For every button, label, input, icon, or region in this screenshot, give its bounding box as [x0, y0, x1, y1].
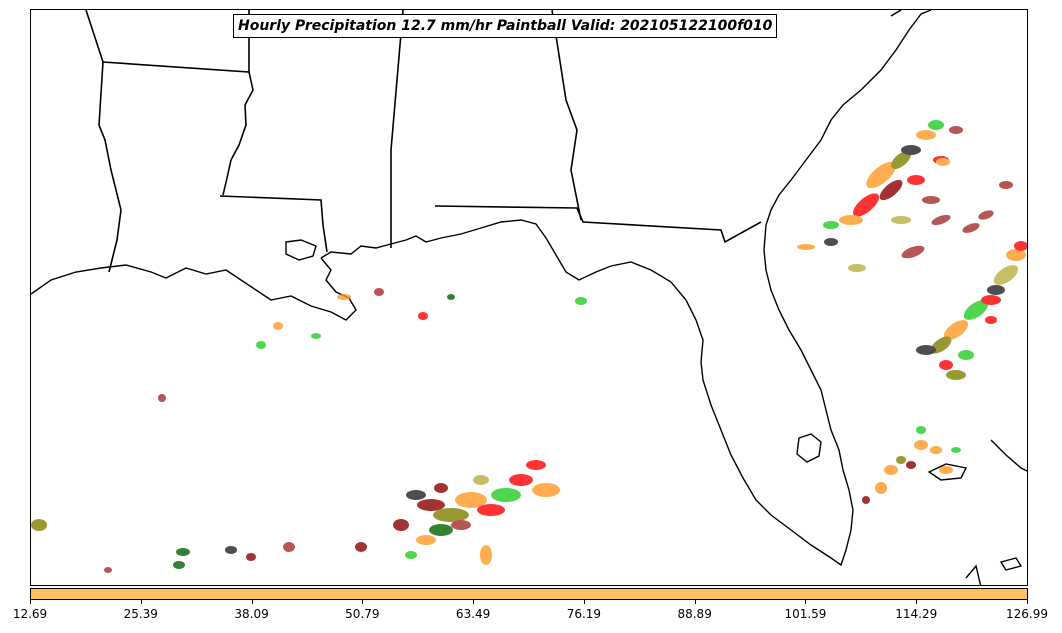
map-title: Hourly Precipitation 12.7 mm/hr Paintbal…	[233, 14, 778, 38]
colorbar-tick	[583, 600, 585, 604]
paintball-blobs	[31, 120, 1027, 573]
colorbar-tick-label: 101.59	[784, 607, 827, 621]
colorbar-tick	[473, 600, 475, 604]
colorbar-tick	[362, 600, 364, 604]
colorbar-tick	[30, 600, 31, 604]
colorbar-tick-label: 63.49	[455, 607, 491, 621]
colorbar-tick	[916, 600, 918, 604]
colorbar-tick-label: 114.29	[895, 607, 938, 621]
colorbar-tick-label: 50.79	[345, 607, 380, 621]
colorbar-tick-label: 38.09	[234, 607, 269, 621]
colorbar-tick-label: 76.19	[566, 607, 602, 621]
precipitation-map	[31, 10, 1027, 585]
colorbar-tick	[140, 600, 142, 604]
colorbar-tick	[1027, 600, 1028, 604]
colorbar-tick-label: 88.89	[677, 607, 712, 621]
state-borders	[85, 10, 902, 273]
colorbar-ticks: 12.69 25.39 38.09 50.79 63.49 76.19 88.89 101.5…	[0, 600, 1062, 630]
colorbar-tick-label: 126.99	[1006, 607, 1048, 621]
colorbar-tick-label: 25.39	[123, 607, 158, 621]
colorbar-tick	[805, 600, 807, 604]
coastline	[31, 10, 1027, 585]
colorbar-tick-label: 12.69	[12, 607, 48, 621]
colorbar-tick	[251, 600, 253, 604]
map-panel	[30, 9, 1028, 586]
colorbar-tick	[694, 600, 696, 604]
colorbar	[30, 588, 1028, 600]
